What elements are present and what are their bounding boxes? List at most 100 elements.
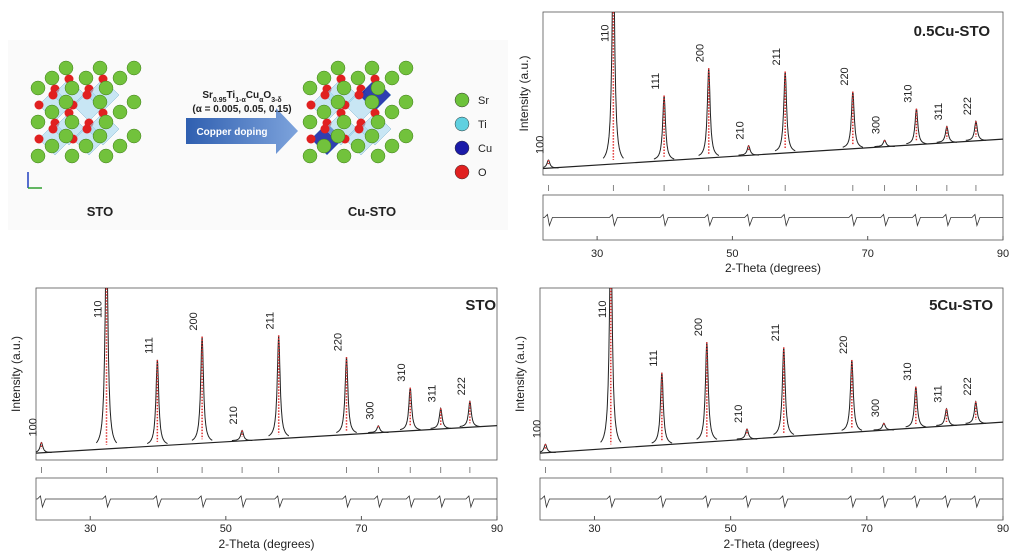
sr-atom [78, 70, 94, 86]
o-atom [82, 90, 92, 100]
sr-atom [58, 94, 74, 110]
peak [231, 429, 253, 441]
sr-atom [316, 104, 332, 120]
x-tick-label: 90 [997, 523, 1009, 535]
peak-label: 211 [771, 48, 783, 66]
sr-atom [126, 128, 142, 144]
x-tick-label: 70 [355, 523, 367, 535]
legend-label: Cu [478, 143, 492, 155]
pattern [36, 288, 497, 454]
o-atom [34, 100, 44, 110]
atom-legend: Sr Ti Cu O [454, 92, 492, 180]
background-line [36, 425, 497, 454]
formula: Sr0.95Ti1-αCuαO3-δ [202, 90, 281, 104]
peak-label: 300 [870, 399, 882, 417]
peak [906, 108, 927, 145]
sr-atom [398, 94, 414, 110]
sr-atom [30, 80, 46, 96]
o-atom [354, 124, 364, 134]
sr-atom [370, 114, 386, 130]
background-line [543, 138, 1003, 170]
sr-atom [98, 114, 114, 130]
formula-subscript: 0.95 [213, 97, 227, 104]
difference-curve [36, 495, 497, 509]
x-axis-label: 2-Theta (degrees) [218, 537, 314, 551]
peak [36, 441, 52, 453]
formula-element: Cu [246, 90, 259, 101]
peak-label: 110 [599, 24, 611, 42]
x-tick-label: 70 [861, 523, 873, 535]
x-tick-label: 30 [84, 523, 96, 535]
o-atom [320, 124, 330, 134]
legend-label: O [478, 167, 487, 179]
sr-atom [98, 148, 114, 164]
formula-element: Ti [227, 90, 236, 101]
difference-curve [540, 495, 1003, 509]
peak-label: 111 [648, 350, 660, 367]
background-line [540, 421, 1003, 454]
peak-label: 200 [188, 312, 200, 330]
xrd-panel: 100 110 111 200 210 211 220 300 310 311 222 30 50 70 9… [9, 287, 503, 551]
sr-atom [30, 114, 46, 130]
sr-atom [58, 128, 74, 144]
plot-frame [539, 287, 1004, 461]
host-label: STO [87, 204, 114, 219]
peak [936, 407, 957, 426]
sr-atom [364, 128, 380, 144]
x-tick-label: 90 [997, 248, 1009, 260]
peak-label: 310 [902, 362, 914, 380]
peak [602, 12, 624, 159]
sr-atom [58, 60, 74, 76]
x-axis-label: 2-Theta (degrees) [723, 537, 819, 551]
peak-label: 111 [143, 337, 155, 354]
y-axis-label: Intensity (a.u.) [517, 55, 531, 131]
crystals [27, 60, 414, 189]
sr-atom [350, 138, 366, 154]
sr-atom [112, 70, 128, 86]
peak [736, 428, 758, 440]
peak [95, 288, 118, 444]
sr-atom [336, 148, 352, 164]
peak-label: 220 [839, 67, 851, 85]
sr-atom [370, 80, 386, 96]
peak-label: 100 [531, 420, 543, 438]
peak-label: 311 [427, 385, 439, 403]
sr-atom [126, 60, 142, 76]
peak [368, 425, 389, 433]
sr-atom [370, 148, 386, 164]
difference-curve [543, 213, 1003, 227]
xrd-panel: 100 110 111 200 210 211 220 300 310 311 222 30 50 70 9… [517, 11, 1009, 275]
sr-atom [330, 94, 346, 110]
peak [965, 120, 987, 141]
peak-label: 210 [733, 405, 745, 423]
sr-atom [350, 70, 366, 86]
doped-label: Cu-STO [348, 204, 396, 219]
o-atom [48, 124, 58, 134]
peak-label: 200 [695, 44, 707, 62]
peak-label: 310 [396, 363, 408, 381]
o-atom [306, 134, 316, 144]
x-tick-label: 30 [588, 523, 600, 535]
x-tick-label: 50 [726, 248, 738, 260]
formula-subscript: 3-δ [271, 97, 281, 104]
peak-label: 220 [838, 336, 850, 354]
sr-atom [44, 138, 60, 154]
composition: (α = 0.005, 0.05, 0.15) [192, 104, 291, 115]
y-axis-label: Intensity (a.u.) [9, 336, 23, 412]
x-tick-label: 70 [862, 248, 874, 260]
peak-label: 211 [770, 324, 782, 342]
doping-arrow [186, 108, 298, 154]
peak [965, 400, 987, 424]
sr-atom [384, 70, 400, 86]
sr-atom [336, 80, 352, 96]
legend-swatch [454, 164, 470, 180]
x-tick-label: 50 [725, 523, 737, 535]
x-axis-label: 2-Theta (degrees) [725, 261, 821, 275]
schematic: Copper doping Sr0.95Ti1-αCuαO3-δ (α = 0.… [8, 40, 508, 230]
sr-atom [384, 104, 400, 120]
o-atom [320, 90, 330, 100]
peak [600, 288, 622, 443]
plot-frame [35, 287, 498, 461]
peak [905, 386, 927, 428]
x-tick-label: 90 [491, 523, 503, 535]
